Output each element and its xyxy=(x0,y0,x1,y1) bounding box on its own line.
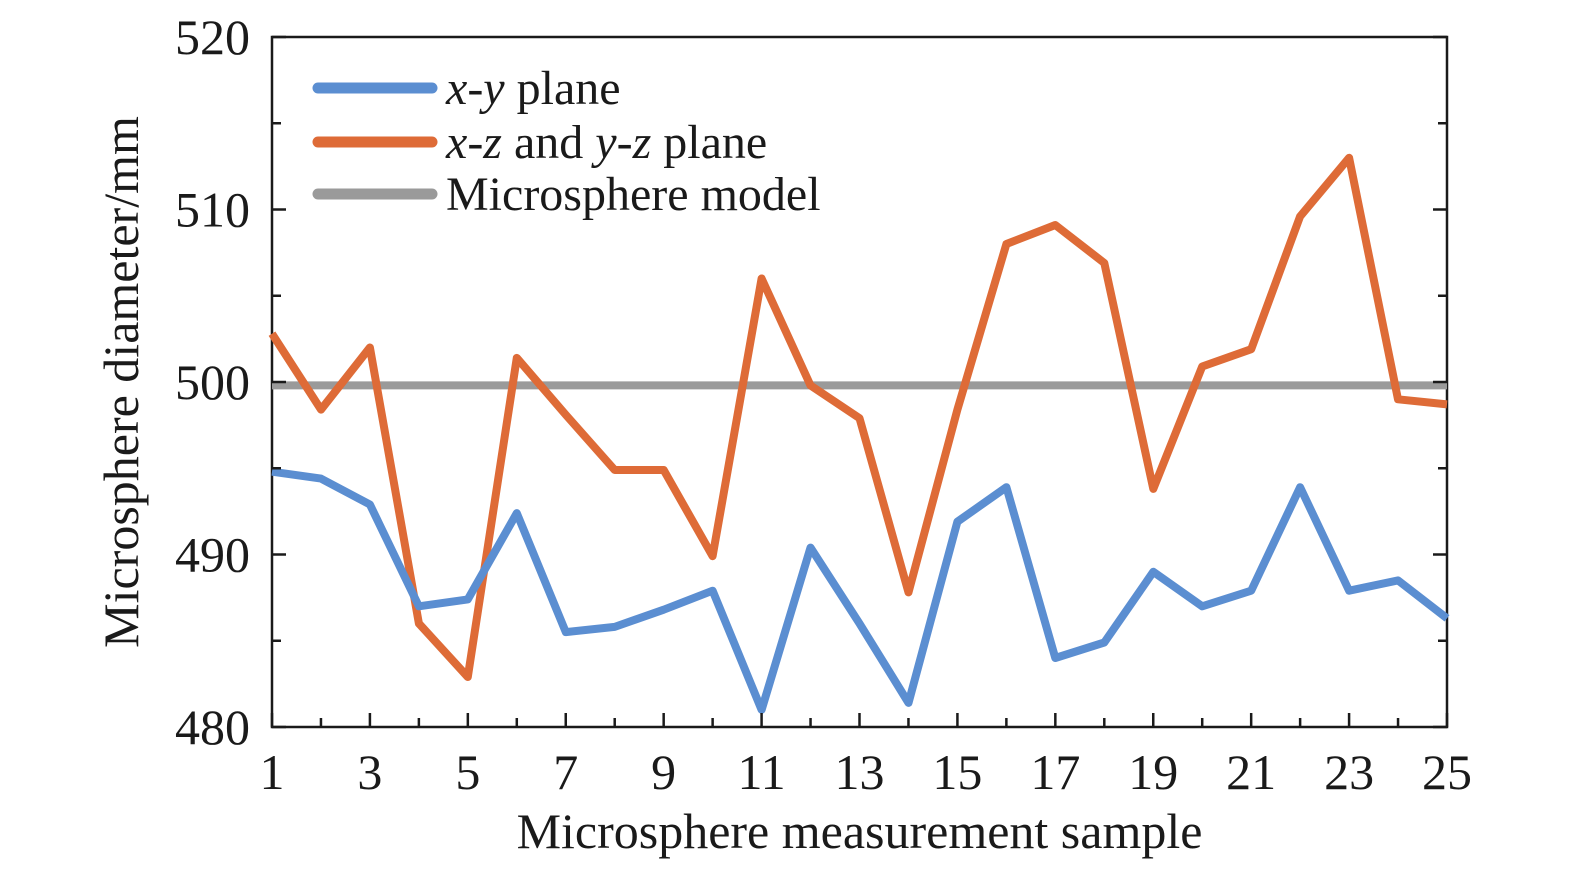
x-tick-label: 25 xyxy=(1422,744,1472,800)
x-tick-label: 11 xyxy=(738,744,786,800)
x-tick-label: 1 xyxy=(260,744,285,800)
series-layer xyxy=(268,153,1450,714)
legend-label-microsphere-model: Microsphere model xyxy=(446,168,821,221)
x-tick-label: 9 xyxy=(651,744,676,800)
x-tick-label: 5 xyxy=(455,744,480,800)
x-axis: 1 3 5 7 9 11 13 15 17 19 21 23 25 xyxy=(260,713,1472,800)
series-line-x-y-plane xyxy=(271,467,1450,714)
x-tick-label: 19 xyxy=(1128,744,1178,800)
legend-label-x-z-and-y-z-plane: x-z and y-z plane xyxy=(445,116,767,169)
y-axis-title: Microsphere diameter/mm xyxy=(93,116,149,648)
x-tick-label: 3 xyxy=(357,744,382,800)
x-tick-label: 23 xyxy=(1324,744,1374,800)
x-axis-title: Microsphere measurement sample xyxy=(517,803,1203,859)
legend-label-x-y-plane: x-y plane xyxy=(445,62,621,115)
x-tick-label: 15 xyxy=(932,744,982,800)
series-line-x-z-and-y-z-plane xyxy=(268,153,1448,681)
y-tick-label: 520 xyxy=(175,9,250,65)
x-tick-label: 13 xyxy=(835,744,885,800)
y-axis: 480 490 500 510 520 xyxy=(175,9,1447,755)
x-tick-label: 21 xyxy=(1226,744,1276,800)
y-tick-label: 490 xyxy=(175,527,250,583)
y-tick-label: 480 xyxy=(175,699,250,755)
x-tick-label: 17 xyxy=(1030,744,1080,800)
y-tick-label: 510 xyxy=(175,182,250,238)
y-tick-label: 500 xyxy=(175,354,250,410)
x-tick-label: 7 xyxy=(553,744,578,800)
